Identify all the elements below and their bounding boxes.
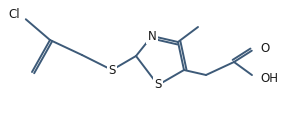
Text: S: S	[108, 64, 116, 76]
Text: N: N	[148, 29, 156, 42]
Text: Cl: Cl	[9, 8, 20, 21]
Text: S: S	[154, 79, 162, 92]
Text: OH: OH	[260, 72, 278, 85]
Text: O: O	[260, 42, 269, 55]
